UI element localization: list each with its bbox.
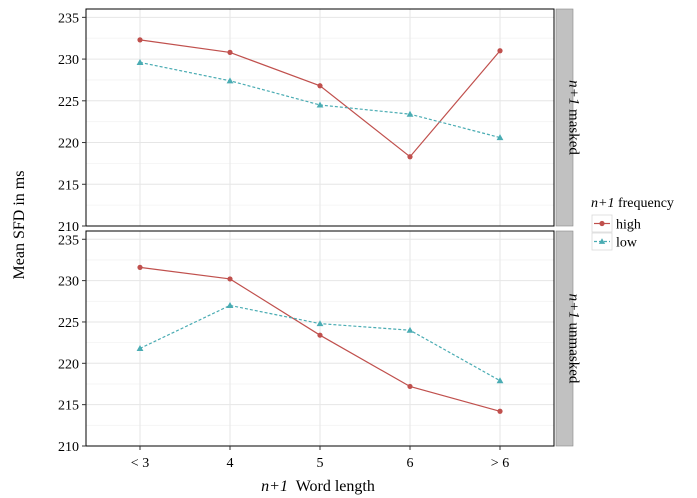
y-tick-label: 215 bbox=[58, 178, 79, 193]
legend-item-low: low bbox=[591, 232, 638, 251]
y-tick-label: 210 bbox=[58, 440, 79, 455]
x-tick-label: > 6 bbox=[491, 456, 509, 471]
data-point-high bbox=[497, 408, 503, 414]
data-point-low bbox=[226, 77, 234, 84]
series-low bbox=[136, 59, 504, 141]
strip-label-italic: n+1 bbox=[566, 294, 582, 319]
y-tick-label: 210 bbox=[58, 220, 79, 235]
data-point-low bbox=[226, 302, 234, 308]
panels: 210 215 220 225 230 235 n+1 masked 210 215 220 225… bbox=[58, 8, 582, 471]
strip-background bbox=[555, 230, 574, 447]
data-point-high bbox=[317, 83, 323, 89]
strip-label-italic: n+1 bbox=[566, 80, 582, 105]
y-tick-label: 230 bbox=[58, 275, 79, 290]
y-tick-label: 220 bbox=[58, 137, 79, 152]
data-point-low bbox=[316, 320, 324, 327]
x-axis-title-rest: Word length bbox=[296, 478, 375, 495]
data-point-low bbox=[136, 345, 144, 351]
y-tick-label: 230 bbox=[58, 53, 79, 68]
strip-label: n+1 unmasked bbox=[566, 294, 582, 384]
y-tick-label: 235 bbox=[58, 11, 79, 26]
legend-title-rest: frequency bbox=[618, 196, 674, 211]
x-tick-label: 4 bbox=[227, 456, 234, 471]
y-tick-label: 225 bbox=[58, 316, 79, 331]
series-high bbox=[137, 264, 503, 414]
data-point-high bbox=[227, 276, 233, 282]
data-point-high bbox=[497, 48, 503, 54]
x-axis-title-spacer bbox=[288, 478, 296, 495]
strip-background bbox=[555, 8, 574, 227]
legend-key-marker bbox=[598, 238, 606, 244]
x-axis-title-italic: n+1 bbox=[261, 478, 288, 495]
y-tick-label: 235 bbox=[58, 233, 79, 248]
legend-label-high: high bbox=[616, 218, 641, 233]
x-axis-title: n+1 Word length bbox=[261, 478, 375, 495]
strip-label-rest: masked bbox=[566, 105, 582, 155]
x-tick-label: 6 bbox=[407, 456, 414, 471]
data-point-high bbox=[227, 49, 233, 56]
strip-label: n+1 masked bbox=[566, 80, 582, 155]
data-point-low bbox=[136, 59, 144, 65]
y-tick-label: 215 bbox=[58, 399, 79, 414]
x-tick-label: < 3 bbox=[131, 456, 149, 471]
data-point-low bbox=[496, 377, 504, 384]
y-tick-label: 225 bbox=[58, 95, 79, 110]
legend-item-high: high bbox=[591, 214, 641, 233]
data-point-high bbox=[137, 37, 143, 43]
legend-title: n+1 frequency bbox=[591, 196, 674, 211]
x-tick-label: 5 bbox=[317, 456, 324, 471]
panel-1: 210 215 220 225 230 235 n+1 masked bbox=[58, 8, 582, 235]
data-point-low bbox=[316, 101, 324, 108]
legend: n+1 frequency high low bbox=[591, 196, 674, 251]
data-point-low bbox=[406, 326, 414, 333]
data-point-low bbox=[496, 134, 504, 141]
data-point-high bbox=[137, 264, 143, 270]
data-point-low bbox=[406, 110, 414, 117]
panel-border bbox=[85, 8, 555, 227]
facet-strip: n+1 unmasked bbox=[555, 230, 582, 447]
legend-title-italic: n+1 bbox=[591, 196, 614, 211]
data-point-high bbox=[317, 332, 323, 338]
legend-key-marker bbox=[599, 220, 605, 227]
data-point-high bbox=[407, 383, 413, 390]
legend-keys: high low bbox=[591, 214, 641, 251]
x-axis: < 3 4 5 6 > 6 bbox=[131, 446, 509, 471]
y-axis-title: Mean SFD in ms bbox=[11, 171, 28, 280]
strip-label-rest: unmasked bbox=[566, 319, 582, 384]
data-point-high bbox=[407, 154, 413, 160]
series-low bbox=[136, 302, 504, 384]
y-tick-label: 220 bbox=[58, 357, 79, 372]
facet-strip: n+1 masked bbox=[555, 8, 582, 227]
panel-2: 210 215 220 225 230 235 n+1 unmasked bbox=[58, 230, 582, 455]
legend-label-low: low bbox=[616, 236, 638, 251]
